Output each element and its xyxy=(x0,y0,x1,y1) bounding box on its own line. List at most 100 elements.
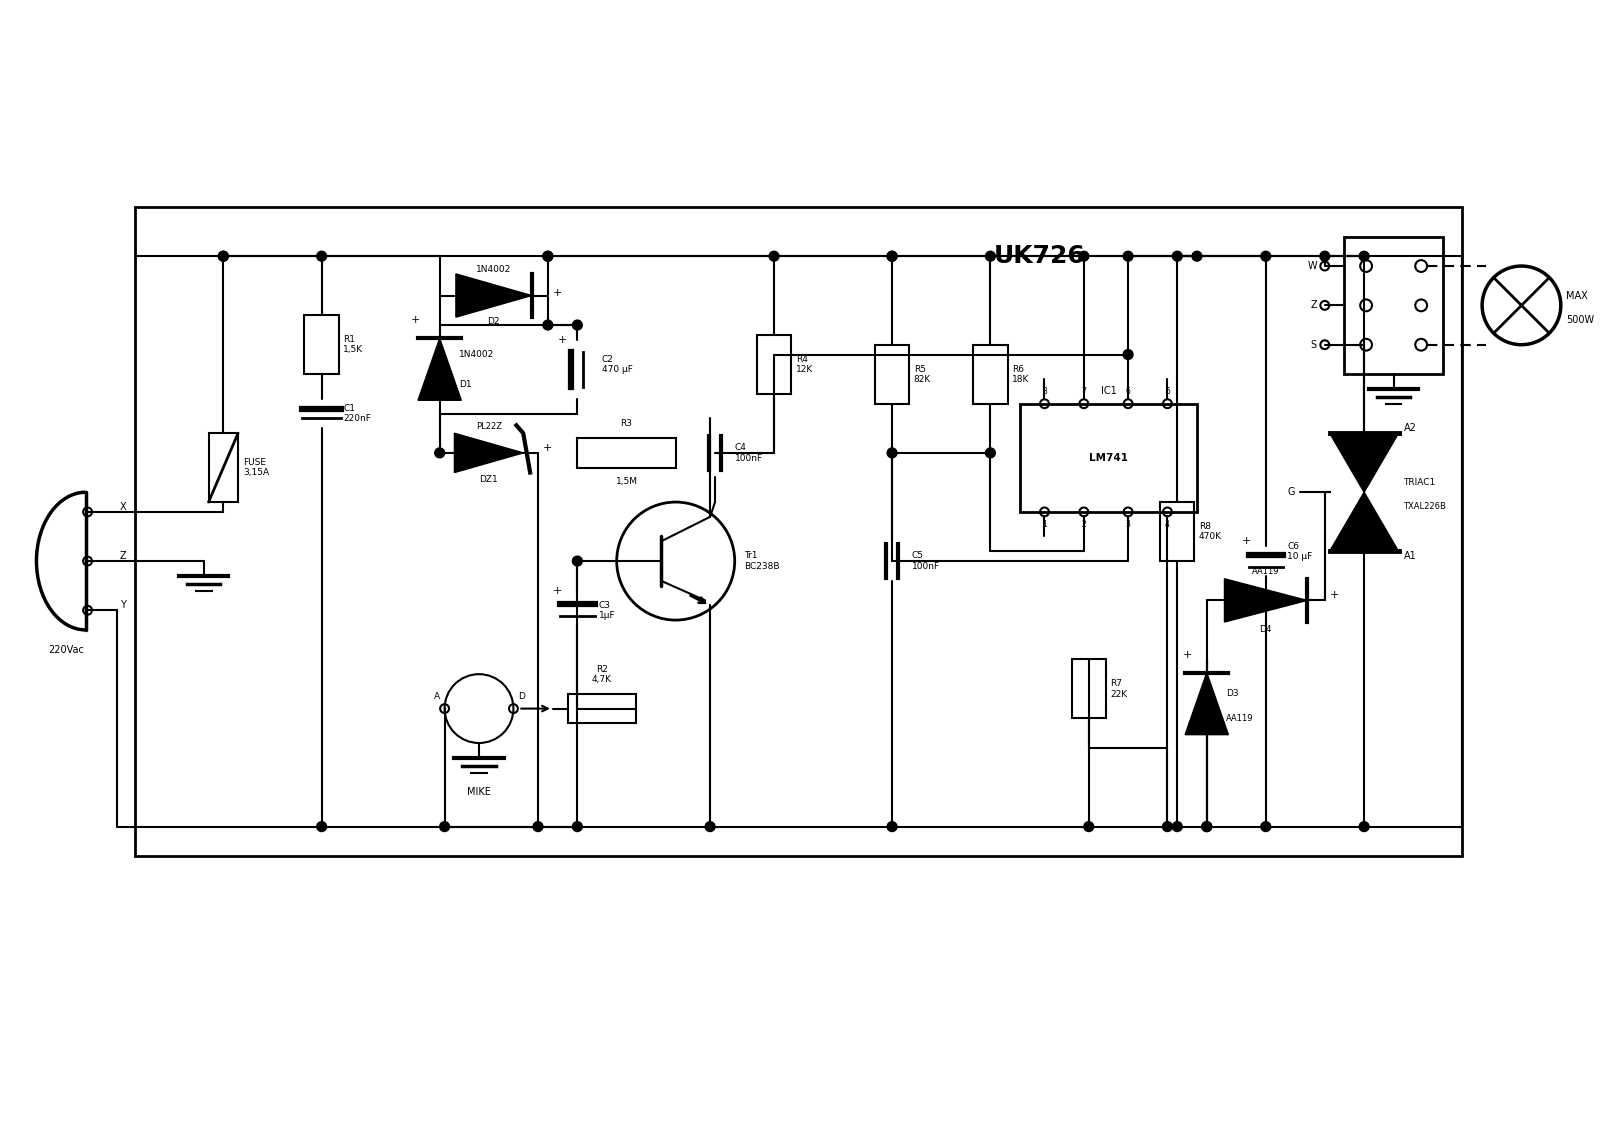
Bar xyxy=(973,345,1008,404)
Circle shape xyxy=(317,251,326,261)
Text: 6: 6 xyxy=(1126,387,1131,396)
Circle shape xyxy=(440,822,450,831)
Circle shape xyxy=(1163,822,1173,831)
Circle shape xyxy=(1360,251,1370,261)
Text: A: A xyxy=(434,692,440,701)
Polygon shape xyxy=(454,433,523,473)
Text: C5
100nF: C5 100nF xyxy=(912,552,939,571)
Text: R4
12K: R4 12K xyxy=(795,355,813,374)
Polygon shape xyxy=(1330,492,1398,551)
Text: D2: D2 xyxy=(488,317,501,326)
Bar xyxy=(757,335,792,394)
Bar xyxy=(134,207,1462,856)
Circle shape xyxy=(886,448,898,458)
Circle shape xyxy=(1192,251,1202,261)
Circle shape xyxy=(317,822,326,831)
Circle shape xyxy=(1078,251,1088,261)
Text: MIKE: MIKE xyxy=(467,787,491,797)
Text: W: W xyxy=(1307,261,1317,271)
Circle shape xyxy=(1261,822,1270,831)
Bar xyxy=(1019,404,1197,512)
Text: 4: 4 xyxy=(1165,520,1170,529)
Text: 8: 8 xyxy=(1042,387,1046,396)
Text: TXAL226B: TXAL226B xyxy=(1403,502,1446,511)
Circle shape xyxy=(706,822,715,831)
Polygon shape xyxy=(1224,579,1307,622)
Text: C2
470 µF: C2 470 µF xyxy=(602,355,634,374)
Circle shape xyxy=(1261,251,1270,261)
Text: 3: 3 xyxy=(1126,520,1131,529)
Text: Tr1
BC238B: Tr1 BC238B xyxy=(744,552,781,571)
Circle shape xyxy=(542,320,552,330)
Bar xyxy=(304,316,339,374)
Circle shape xyxy=(1320,251,1330,261)
Text: 500W: 500W xyxy=(1566,316,1594,325)
Text: AA119: AA119 xyxy=(1227,714,1254,723)
Bar xyxy=(875,345,909,404)
Text: AA119: AA119 xyxy=(1253,567,1280,576)
Text: FUSE
3,15A: FUSE 3,15A xyxy=(243,458,269,477)
Text: IC1: IC1 xyxy=(1101,386,1117,396)
Text: LM741: LM741 xyxy=(1090,452,1128,463)
Text: 5: 5 xyxy=(1165,387,1170,396)
Text: R2
4,7K: R2 4,7K xyxy=(592,665,611,684)
Text: D4: D4 xyxy=(1259,625,1272,634)
Text: R6
18K: R6 18K xyxy=(1013,364,1029,383)
Text: Y: Y xyxy=(120,601,126,611)
Text: S: S xyxy=(1310,339,1317,349)
Text: 1N4002: 1N4002 xyxy=(459,351,494,359)
Text: +: + xyxy=(552,287,562,297)
Circle shape xyxy=(1083,822,1094,831)
Text: R5
82K: R5 82K xyxy=(914,364,931,383)
Text: +: + xyxy=(1330,590,1339,601)
Text: C1
220nF: C1 220nF xyxy=(344,404,371,423)
Text: +: + xyxy=(554,586,563,596)
Circle shape xyxy=(1202,822,1211,831)
Text: 1N4002: 1N4002 xyxy=(477,265,512,274)
Text: R8
470K: R8 470K xyxy=(1198,521,1222,542)
Text: 7: 7 xyxy=(1082,387,1086,396)
Bar xyxy=(1344,236,1443,374)
Circle shape xyxy=(1202,822,1211,831)
Circle shape xyxy=(1173,251,1182,261)
Text: D: D xyxy=(518,692,525,701)
Text: A1: A1 xyxy=(1403,551,1416,561)
Text: C6
10 µF: C6 10 µF xyxy=(1288,542,1312,561)
Circle shape xyxy=(1123,251,1133,261)
Text: R7
22K: R7 22K xyxy=(1110,680,1128,699)
Text: 1: 1 xyxy=(1042,520,1046,529)
Text: +: + xyxy=(411,316,419,325)
Text: D1: D1 xyxy=(459,380,472,389)
Circle shape xyxy=(770,251,779,261)
Circle shape xyxy=(542,251,552,261)
Text: C4
100nF: C4 100nF xyxy=(734,443,763,463)
Text: 2: 2 xyxy=(1082,520,1086,529)
Circle shape xyxy=(218,251,229,261)
Text: +: + xyxy=(1182,649,1192,659)
Text: DZ1: DZ1 xyxy=(480,475,498,484)
Text: C3
1µF: C3 1µF xyxy=(598,601,616,620)
Circle shape xyxy=(886,822,898,831)
Text: Z: Z xyxy=(120,551,126,561)
Bar xyxy=(208,433,238,502)
Circle shape xyxy=(1360,822,1370,831)
Text: UK726: UK726 xyxy=(994,244,1085,268)
Text: R3: R3 xyxy=(621,420,632,429)
Text: MAX: MAX xyxy=(1566,291,1587,301)
Text: D3: D3 xyxy=(1227,689,1238,698)
Text: +: + xyxy=(542,443,552,454)
Bar xyxy=(568,693,637,724)
Text: PL22Z: PL22Z xyxy=(475,422,502,431)
Circle shape xyxy=(573,822,582,831)
Circle shape xyxy=(1173,822,1182,831)
Text: R1
1,5K: R1 1,5K xyxy=(344,335,363,354)
Polygon shape xyxy=(418,338,461,400)
Text: +: + xyxy=(1242,536,1251,546)
Text: Z: Z xyxy=(1310,301,1317,310)
Text: 1,5M: 1,5M xyxy=(616,477,637,486)
Text: +: + xyxy=(558,335,568,345)
Text: X: X xyxy=(120,502,126,512)
Polygon shape xyxy=(456,274,531,317)
Text: A2: A2 xyxy=(1403,423,1416,433)
Text: 220Vac: 220Vac xyxy=(48,645,83,655)
